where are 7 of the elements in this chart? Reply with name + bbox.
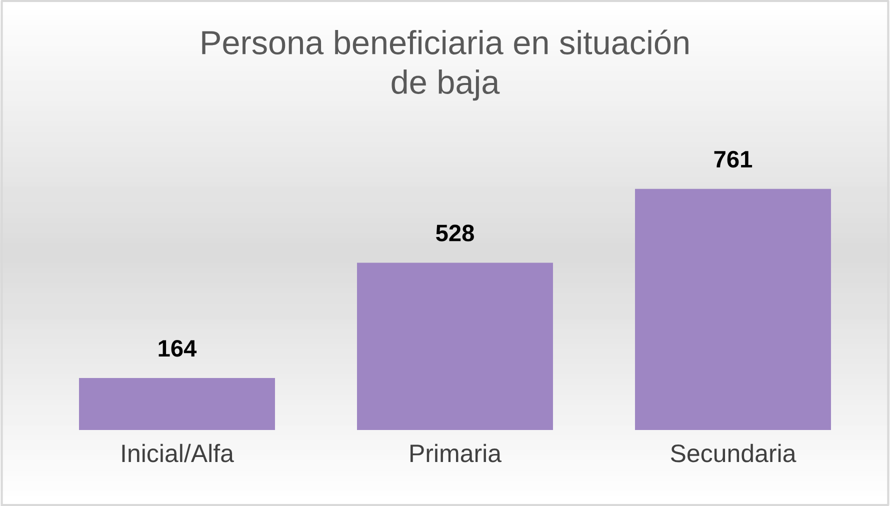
chart-title: Persona beneficiaria en situación de baja: [202, 30, 688, 101]
x-tick-label: Primaria: [410, 444, 502, 462]
x-tick-label: Inicial/Alfa: [122, 444, 234, 462]
data-label: 761: [714, 150, 752, 168]
x-tick-label: Secundaria: [670, 444, 796, 462]
data-label: 528: [436, 224, 474, 242]
data-label: 164: [158, 340, 197, 357]
